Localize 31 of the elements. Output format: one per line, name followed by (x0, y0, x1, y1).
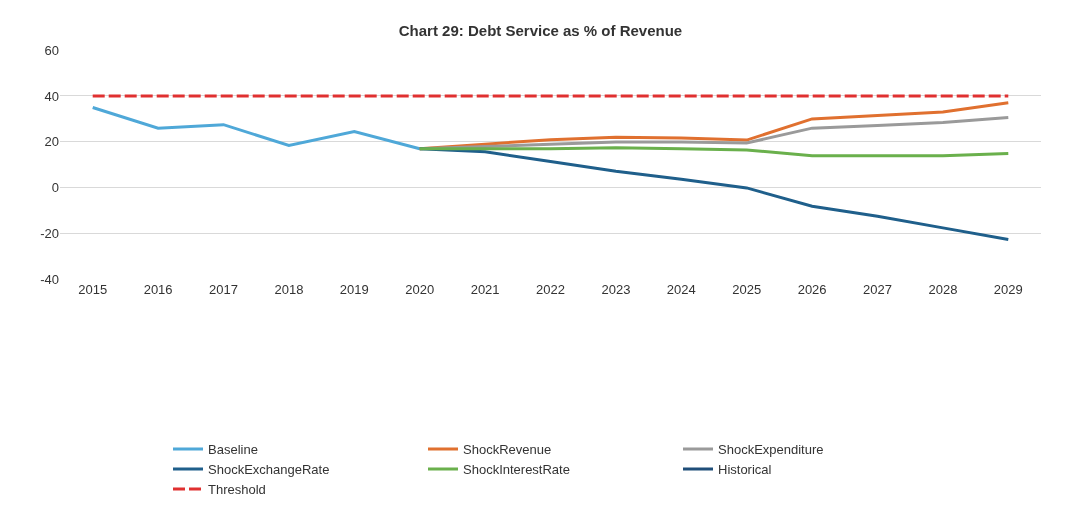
x-tick-label: 2019 (339, 281, 369, 297)
legend-label: Threshold (208, 481, 266, 497)
legend-label: ShockRevenue (463, 442, 552, 458)
y-tick-label: 60 (44, 42, 59, 58)
x-tick-label: 2020 (405, 281, 435, 297)
x-tick-label: 2016 (143, 281, 173, 297)
x-tick-label: 2027 (863, 281, 892, 297)
chart-title: Chart 29: Debt Service as % of Revenue (398, 22, 683, 40)
x-tick-label: 2021 (470, 281, 500, 297)
x-tick-label: 2017 (209, 281, 238, 297)
legend-label: Historical (718, 462, 772, 478)
legend-label: Baseline (208, 442, 258, 458)
x-tick-label: 2026 (797, 281, 827, 297)
y-tick-label: 20 (44, 134, 59, 150)
y-tick-label: 0 (51, 180, 59, 196)
x-tick-label: 2029 (993, 281, 1023, 297)
x-tick-label: 2018 (274, 281, 304, 297)
line-series (418, 146, 1010, 158)
legend-label: ShockInterestRate (463, 462, 570, 478)
x-tick-label: 2022 (536, 281, 565, 297)
x-tick-label: 2023 (601, 281, 631, 297)
y-tick-label: 40 (44, 88, 59, 104)
y-tick-label: -40 (40, 272, 59, 288)
x-tick-label: 2025 (732, 281, 762, 297)
x-tick-label: 2028 (928, 281, 958, 297)
x-tick-label: 2024 (666, 281, 696, 297)
legend-label: ShockExpenditure (718, 442, 824, 458)
y-tick-label: -20 (40, 226, 59, 242)
legend-label: ShockExchangeRate (208, 462, 330, 478)
x-tick-label: 2015 (78, 281, 108, 297)
line-series (91, 105, 422, 151)
